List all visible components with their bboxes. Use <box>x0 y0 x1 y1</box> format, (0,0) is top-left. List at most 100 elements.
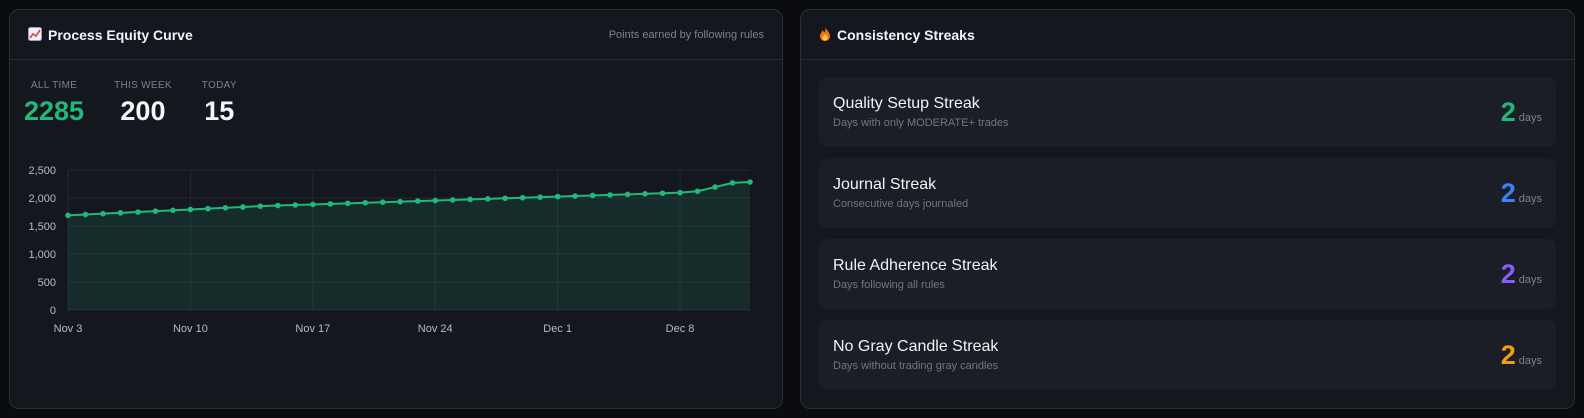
streak-rule-adherence: Rule Adherence Streak Days following all… <box>819 239 1556 309</box>
stat-label: ALL TIME <box>30 80 78 91</box>
equity-point <box>327 201 334 207</box>
equity-point <box>572 193 578 199</box>
equity-point <box>677 189 683 196</box>
equity-point <box>117 210 124 216</box>
y-tick-label: 1,000 <box>28 249 56 261</box>
equity-point <box>747 179 753 185</box>
stat-today: TODAY 15 <box>202 80 237 127</box>
stat-value: 2285 <box>24 96 85 126</box>
stat-label: THIS WEEK <box>114 80 172 91</box>
streaks-card-title: Consistency Streaks <box>819 26 975 43</box>
streak-quality-setup: Quality Setup Streak Days with only MODE… <box>819 77 1556 147</box>
equity-point <box>624 191 631 198</box>
consistency-streaks-card: Consistency Streaks Quality Setup Streak… <box>800 9 1575 409</box>
equity-point <box>135 209 141 215</box>
equity-card-header: Process Equity Curve Points earned by fo… <box>10 10 782 60</box>
equity-point <box>432 197 439 204</box>
equity-point <box>607 192 613 198</box>
streak-number: 2 <box>1500 96 1516 127</box>
streak-unit: days <box>1518 354 1542 367</box>
x-tick-label: Nov 24 <box>418 323 453 335</box>
stat-value: 15 <box>204 96 235 126</box>
equity-point <box>205 205 211 212</box>
fire-icon <box>819 26 831 43</box>
streak-unit: days <box>1518 192 1542 205</box>
equity-point <box>275 202 281 209</box>
equity-point <box>222 205 229 211</box>
equity-point <box>554 193 561 200</box>
stat-all-time: ALL TIME 2285 <box>24 80 84 127</box>
streak-number: 2 <box>1500 258 1516 289</box>
equity-point <box>519 194 526 201</box>
streak-description: Days with only MODERATE+ trades <box>833 117 1009 129</box>
equity-point <box>537 194 543 200</box>
equity-point <box>642 191 648 197</box>
streak-name: Journal Streak <box>833 176 937 193</box>
streak-count: 2 days <box>1501 97 1542 128</box>
x-tick-label: Dec 8 <box>666 323 695 335</box>
equity-point <box>414 198 421 204</box>
chart-increasing-icon <box>28 26 42 43</box>
y-tick-label: 2,500 <box>28 165 56 177</box>
stat-value: 200 <box>120 96 166 126</box>
x-tick-label: Nov 3 <box>54 323 83 335</box>
equity-stats: ALL TIME 2285 THIS WEEK 200 TODAY 15 <box>24 80 267 127</box>
equity-line <box>67 181 751 217</box>
equity-point <box>82 211 89 218</box>
streak-unit: days <box>1518 111 1542 124</box>
streak-count: 2 days <box>1501 178 1542 209</box>
streak-unit: days <box>1518 273 1542 286</box>
streak-description: Consecutive days journaled <box>833 198 969 210</box>
equity-point <box>589 192 596 199</box>
equity-point <box>257 203 264 209</box>
streaks-card-header: Consistency Streaks <box>801 10 1574 60</box>
equity-point <box>484 196 491 202</box>
streak-description: Days without trading gray candles <box>833 360 999 372</box>
equity-chart: 0 500 1,000 1,500 2,000 2,500 Nov 3 Nov 10 Nov 1… <box>28 165 753 335</box>
equity-point <box>659 190 666 197</box>
equity-point <box>292 202 299 208</box>
equity-point <box>152 208 159 214</box>
equity-subtitle: Points earned by following rules <box>608 28 764 41</box>
equity-point <box>187 206 194 213</box>
equity-point <box>100 210 106 217</box>
equity-card-title: Process Equity Curve <box>28 26 193 43</box>
equity-point <box>397 198 404 205</box>
equity-point <box>449 197 456 203</box>
equity-point <box>502 195 508 202</box>
streak-count: 2 days <box>1501 259 1542 290</box>
equity-point <box>694 188 701 195</box>
equity-point <box>362 199 369 206</box>
y-tick-label: 500 <box>38 277 56 289</box>
stat-this-week: THIS WEEK 200 <box>114 80 172 127</box>
streak-name: Quality Setup Streak <box>833 95 980 112</box>
y-tick-label: 2,000 <box>28 193 56 205</box>
x-tick-label: Nov 10 <box>173 323 208 335</box>
equity-point <box>729 180 736 186</box>
equity-point <box>712 184 718 190</box>
y-tick-label: 0 <box>50 305 56 317</box>
equity-point <box>310 201 316 208</box>
stat-label: TODAY <box>201 80 237 91</box>
streak-list: Quality Setup Streak Days with only MODE… <box>819 77 1556 401</box>
streak-name: No Gray Candle Streak <box>833 338 999 355</box>
y-tick-label: 1,500 <box>28 221 56 233</box>
equity-point <box>344 200 351 207</box>
equity-point <box>170 207 176 214</box>
x-tick-label: Dec 1 <box>543 323 572 335</box>
streak-description: Days following all rules <box>833 279 945 291</box>
equity-point <box>379 199 386 205</box>
x-tick-label: Nov 17 <box>295 323 330 335</box>
equity-point <box>65 212 71 219</box>
streak-number: 2 <box>1500 339 1516 370</box>
equity-curve-card: Process Equity Curve Points earned by fo… <box>9 9 783 409</box>
streak-count: 2 days <box>1501 340 1542 371</box>
streaks-title-text: Consistency Streaks <box>837 26 975 43</box>
streak-number: 2 <box>1500 177 1516 208</box>
streak-journal: Journal Streak Consecutive days journale… <box>819 158 1556 228</box>
streak-no-gray-candle: No Gray Candle Streak Days without tradi… <box>819 320 1556 390</box>
equity-point <box>240 204 246 210</box>
streak-name: Rule Adherence Streak <box>833 257 998 274</box>
equity-title-text: Process Equity Curve <box>48 26 193 43</box>
equity-point <box>467 196 474 203</box>
